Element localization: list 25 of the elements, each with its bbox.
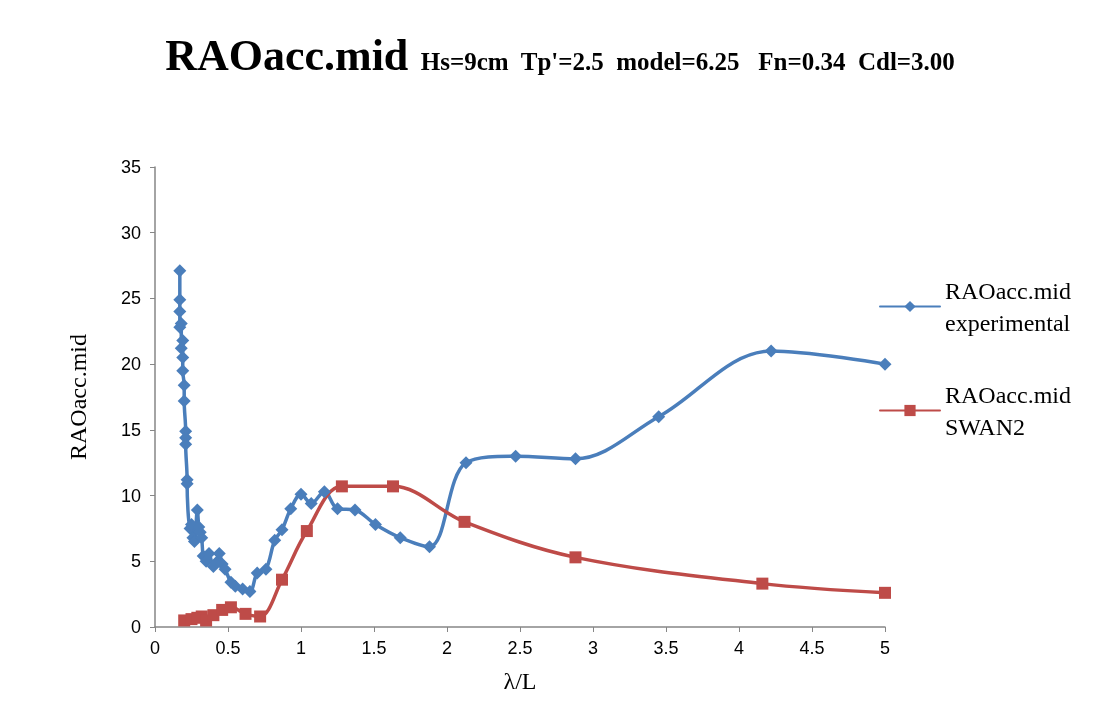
y-tick-label: 30 [120,222,141,243]
x-tick-label: 1 [295,638,307,658]
x-tick-label: 2.5 [507,638,533,658]
y-axis-title: RAOacc.mid [165,31,409,80]
x-axis-title: λ/L [503,668,537,694]
y-tick-label: 25 [120,288,141,309]
x-tick-label: 2 [441,638,453,658]
legend-label: RAOacc.mid SWAN2 [945,381,1077,440]
y-tick-label: 5 [130,551,141,572]
chart-subtitle: Hs=9cm Tp'=2.5 model=6.25 Fn=0.34 Cdl=3.00 [419,48,955,75]
y-tick-label: 10 [120,485,141,506]
y-tick-label: 20 [120,354,141,375]
text: RAOacc.mid [65,334,91,460]
x-tick-label: 3.5 [653,638,679,658]
y-tick-label: 35 [120,157,141,177]
y-tick-label: 0 [130,617,141,637]
y-tick-label: 15 [120,419,141,440]
legend-label: RAOacc.mid experimental [945,277,1077,336]
x-tick-label: 0 [149,638,161,658]
x-tick-label: 0.5 [215,638,241,658]
x-tick-label: 4 [733,638,745,658]
x-tick-label: 1.5 [361,638,387,658]
x-tick-label: 4.5 [799,638,825,658]
x-tick-label: 3 [587,638,599,658]
x-tick-label: 5 [879,638,891,658]
